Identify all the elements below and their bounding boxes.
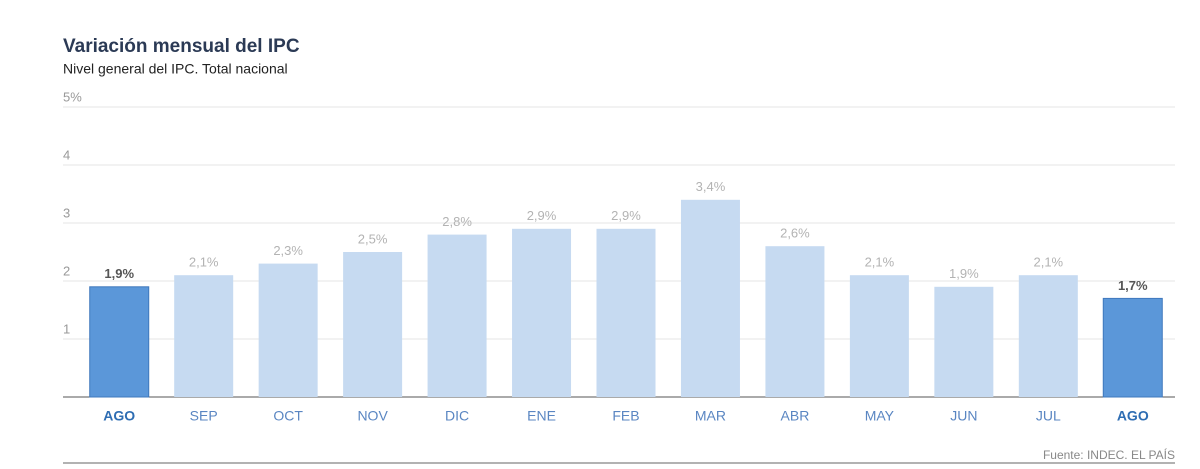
bar: [680, 199, 740, 397]
y-tick-label: 1: [63, 321, 70, 336]
x-tick-label: SEP: [190, 408, 218, 424]
bar: [512, 228, 572, 397]
source: Fuente: INDEC. EL PAÍS: [1043, 447, 1175, 462]
x-tick-label: JUL: [1036, 408, 1061, 424]
y-tick-label: 4: [63, 147, 70, 162]
bar: [934, 286, 994, 397]
y-tick-label: 2: [63, 263, 70, 278]
value-label: 2,9%: [527, 208, 557, 223]
value-label: 2,1%: [1033, 255, 1063, 270]
x-tick-label: ABR: [781, 408, 810, 424]
value-label: 2,8%: [442, 214, 472, 229]
x-tick-label: AGO: [1117, 408, 1149, 424]
bar: [174, 275, 234, 397]
bar: [89, 286, 150, 398]
y-tick-label: 3: [63, 205, 70, 220]
value-label: 3,4%: [696, 179, 726, 194]
bar: [1018, 275, 1078, 397]
x-tick-label: MAR: [695, 408, 726, 424]
value-label: 2,5%: [358, 231, 388, 246]
value-label: 2,9%: [611, 208, 641, 223]
bar: [427, 234, 487, 397]
value-label: 1,7%: [1118, 278, 1148, 293]
value-label: 1,9%: [949, 266, 979, 281]
value-label: 2,6%: [780, 226, 810, 241]
value-label: 2,1%: [865, 255, 895, 270]
chart-subtitle: Nivel general del IPC. Total nacional: [63, 61, 288, 77]
y-tick-label: 5%: [63, 89, 82, 104]
x-tick-label: MAY: [865, 408, 895, 424]
bar: [596, 228, 656, 397]
x-tick-label: ENE: [527, 408, 556, 424]
x-tick-label: NOV: [357, 408, 388, 424]
bar: [343, 252, 403, 397]
value-label: 2,3%: [273, 243, 303, 258]
value-label: 1,9%: [104, 266, 134, 281]
x-tick-label: DIC: [445, 408, 469, 424]
value-label: 2,1%: [189, 255, 219, 270]
bar: [849, 275, 909, 397]
bar: [1102, 297, 1163, 398]
x-tick-label: AGO: [103, 408, 135, 424]
chart-title: Variación mensual del IPC: [63, 36, 300, 57]
bar: [258, 263, 318, 397]
x-tick-label: OCT: [273, 408, 303, 424]
x-tick-label: JUN: [950, 408, 977, 424]
x-tick-label: FEB: [612, 408, 639, 424]
bar: [765, 246, 825, 397]
